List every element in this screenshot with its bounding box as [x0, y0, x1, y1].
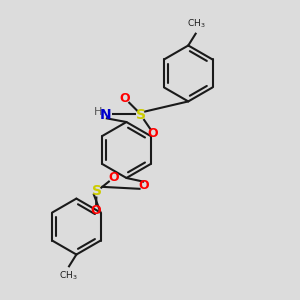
Text: CH$_3$: CH$_3$: [59, 270, 77, 282]
Text: S: S: [136, 108, 146, 122]
Text: H: H: [93, 107, 102, 117]
Text: O: O: [120, 92, 130, 105]
Text: O: O: [139, 179, 149, 192]
Text: O: O: [108, 172, 119, 184]
Text: O: O: [90, 204, 101, 217]
Text: CH$_3$: CH$_3$: [187, 18, 206, 30]
Text: S: S: [92, 184, 102, 198]
Text: O: O: [148, 127, 158, 140]
Text: N: N: [100, 108, 112, 122]
